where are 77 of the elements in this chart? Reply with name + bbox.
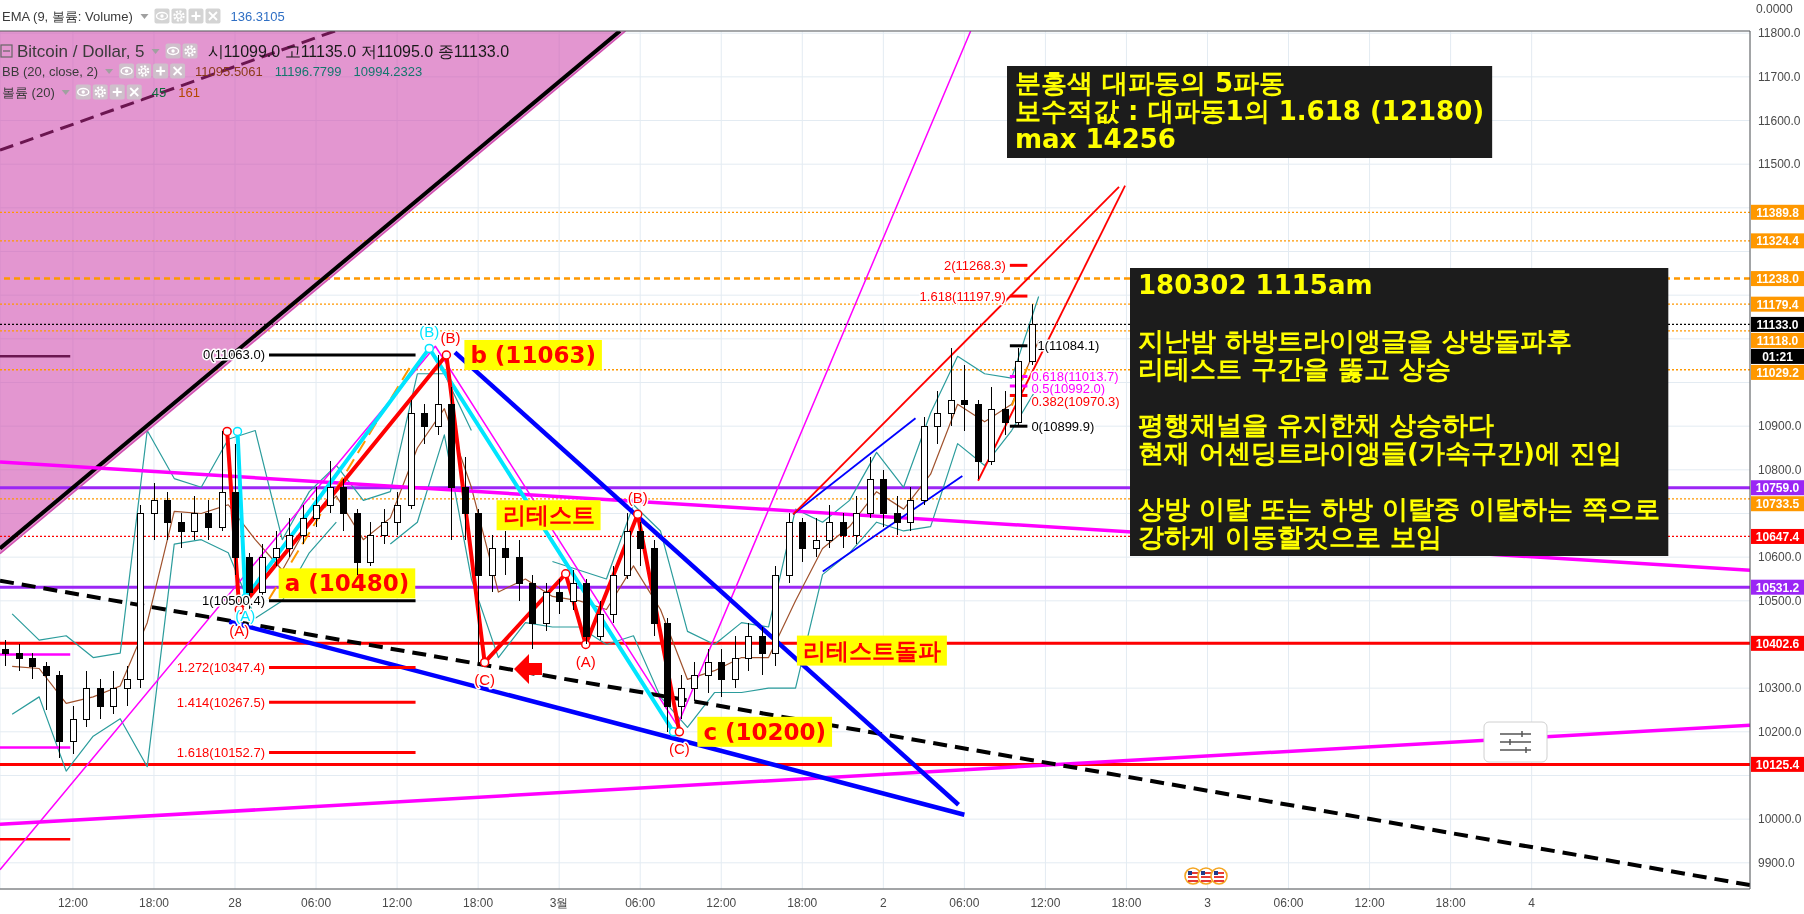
x-tick-label: 06:00: [301, 896, 332, 910]
x-tick-label: 18:00: [787, 896, 818, 910]
y-tick-label: 11700.0: [1758, 69, 1801, 84]
series-label: 1.272(10347.4): [176, 659, 266, 675]
annotation: 분홍색 대파동의 5파동 보수적값 : 대파동1의 1.618 (12180) max 14256: [1015, 68, 1485, 154]
data-label: (A): [575, 652, 596, 670]
x-tick-label: 12:00: [382, 896, 413, 910]
data-label: (B): [419, 322, 440, 340]
text: 136.3105: [230, 8, 285, 24]
x-tick-label: 2: [879, 896, 887, 910]
annotation: 180302 1115am 지난밤 하방트라이앵글을 상방돌파후 리테스트 구간을 뚫고 상승 평행채널을 유지한채 상승하다 현재 어센딩트라이앵들(가속구간)에 진입 상방 이탈 또는 하방 이탈중 이탈하는 쪽으로 강하게 이동할것으로 보임: [1138, 270, 1661, 552]
data-label: (C): [474, 670, 496, 688]
ref-line-label: 11029.2: [1756, 365, 1800, 380]
y-tick-label: 11600.0: [1758, 113, 1801, 128]
annotation: 리테스트: [502, 502, 595, 529]
x-tick-label: 12:00: [1030, 896, 1061, 910]
data-label: (A): [235, 606, 256, 624]
x-tick-label: 06:00: [625, 896, 656, 910]
ref-line-label: 11179.4: [1756, 297, 1799, 312]
x-tick-label: 12:00: [706, 896, 737, 910]
ref-line-label: 10647.4: [1755, 529, 1800, 544]
y-tick-label: 11500.0: [1758, 157, 1801, 172]
y-tick-label: 10200.0: [1758, 724, 1802, 739]
y-tick-label: 10800.0: [1758, 462, 1802, 477]
data-label: (B): [440, 329, 461, 347]
ref-line-label: 10759.0: [1755, 481, 1800, 496]
annotation: c (10200): [703, 718, 827, 745]
y-tick-label: 10600.0: [1758, 550, 1802, 565]
text: 01:21: [1762, 349, 1794, 364]
annotation: 11095.5061: [195, 63, 263, 79]
annotation: 볼륨 (20): [2, 84, 55, 100]
ref-line-label: 11133.0: [1756, 317, 1799, 332]
x-tick-label: 3월: [549, 896, 569, 910]
data-label: (C): [668, 740, 690, 758]
series-label: 0.618(11013.7): [1031, 369, 1119, 385]
text: Bitcoin / Dollar, 5: [17, 42, 145, 62]
y-tick-label: 10900.0: [1758, 419, 1802, 434]
text: 시11099.0 고11135.0 저11095.0 종11133.0: [207, 42, 510, 60]
x-tick-label: 12:00: [1354, 896, 1385, 910]
text: 0.0000: [1756, 2, 1794, 16]
y-tick-label: 10300.0: [1758, 681, 1802, 696]
y-tick-label: 10000.0: [1758, 812, 1802, 827]
annotation: a (10480): [284, 570, 410, 597]
ref-line-label: 11238.0: [1756, 272, 1800, 287]
x-tick-label: 06:00: [1273, 896, 1304, 910]
annotation: 리테스트돌파: [802, 637, 941, 664]
x-tick-label: 18:00: [1435, 896, 1466, 910]
y-tick-label: 11800.0: [1758, 26, 1801, 41]
annotation: BB (20, close, 2): [2, 63, 99, 79]
ref-line-label: 11324.4: [1756, 234, 1800, 249]
y-tick-label: 9900.0: [1758, 855, 1796, 870]
series-label: 1.414(10267.5): [176, 694, 266, 710]
series-label: 1.618(11197.9): [919, 288, 1006, 304]
ref-line-label: 10531.2: [1755, 580, 1800, 595]
x-tick-label: 3: [1204, 896, 1212, 910]
annotation: 45: [151, 84, 167, 100]
annotation: b (11063): [470, 341, 596, 368]
annotation: 161: [178, 84, 200, 100]
ref-line-label: 10733.5: [1755, 497, 1800, 512]
x-tick-label: 06:00: [949, 896, 980, 910]
ref-line-label: 11118.0: [1756, 333, 1799, 348]
ref-line-label: 11389.8: [1756, 205, 1800, 220]
series-label: 0(10899.9): [1031, 418, 1095, 434]
x-tick-label: 28: [228, 896, 243, 910]
y-tick-label: 10500.0: [1758, 593, 1802, 608]
x-tick-label: 12:00: [57, 896, 89, 910]
series-label: 2(11268.3): [943, 257, 1006, 273]
x-tick-label: 18:00: [463, 896, 494, 910]
annotation: 11196.7799: [274, 63, 342, 79]
text: EMA (9, 볼륨: Volume): [2, 8, 133, 24]
ref-line-label: 10402.6: [1755, 636, 1800, 651]
x-tick-label: 4: [1528, 896, 1536, 910]
ref-line-label: 10125.4: [1755, 757, 1800, 772]
x-tick-label: 18:00: [1111, 896, 1142, 910]
series-label: 1.618(10152.7): [176, 744, 266, 760]
x-tick-label: 18:00: [138, 896, 170, 910]
annotation: 10994.2323: [353, 63, 423, 79]
